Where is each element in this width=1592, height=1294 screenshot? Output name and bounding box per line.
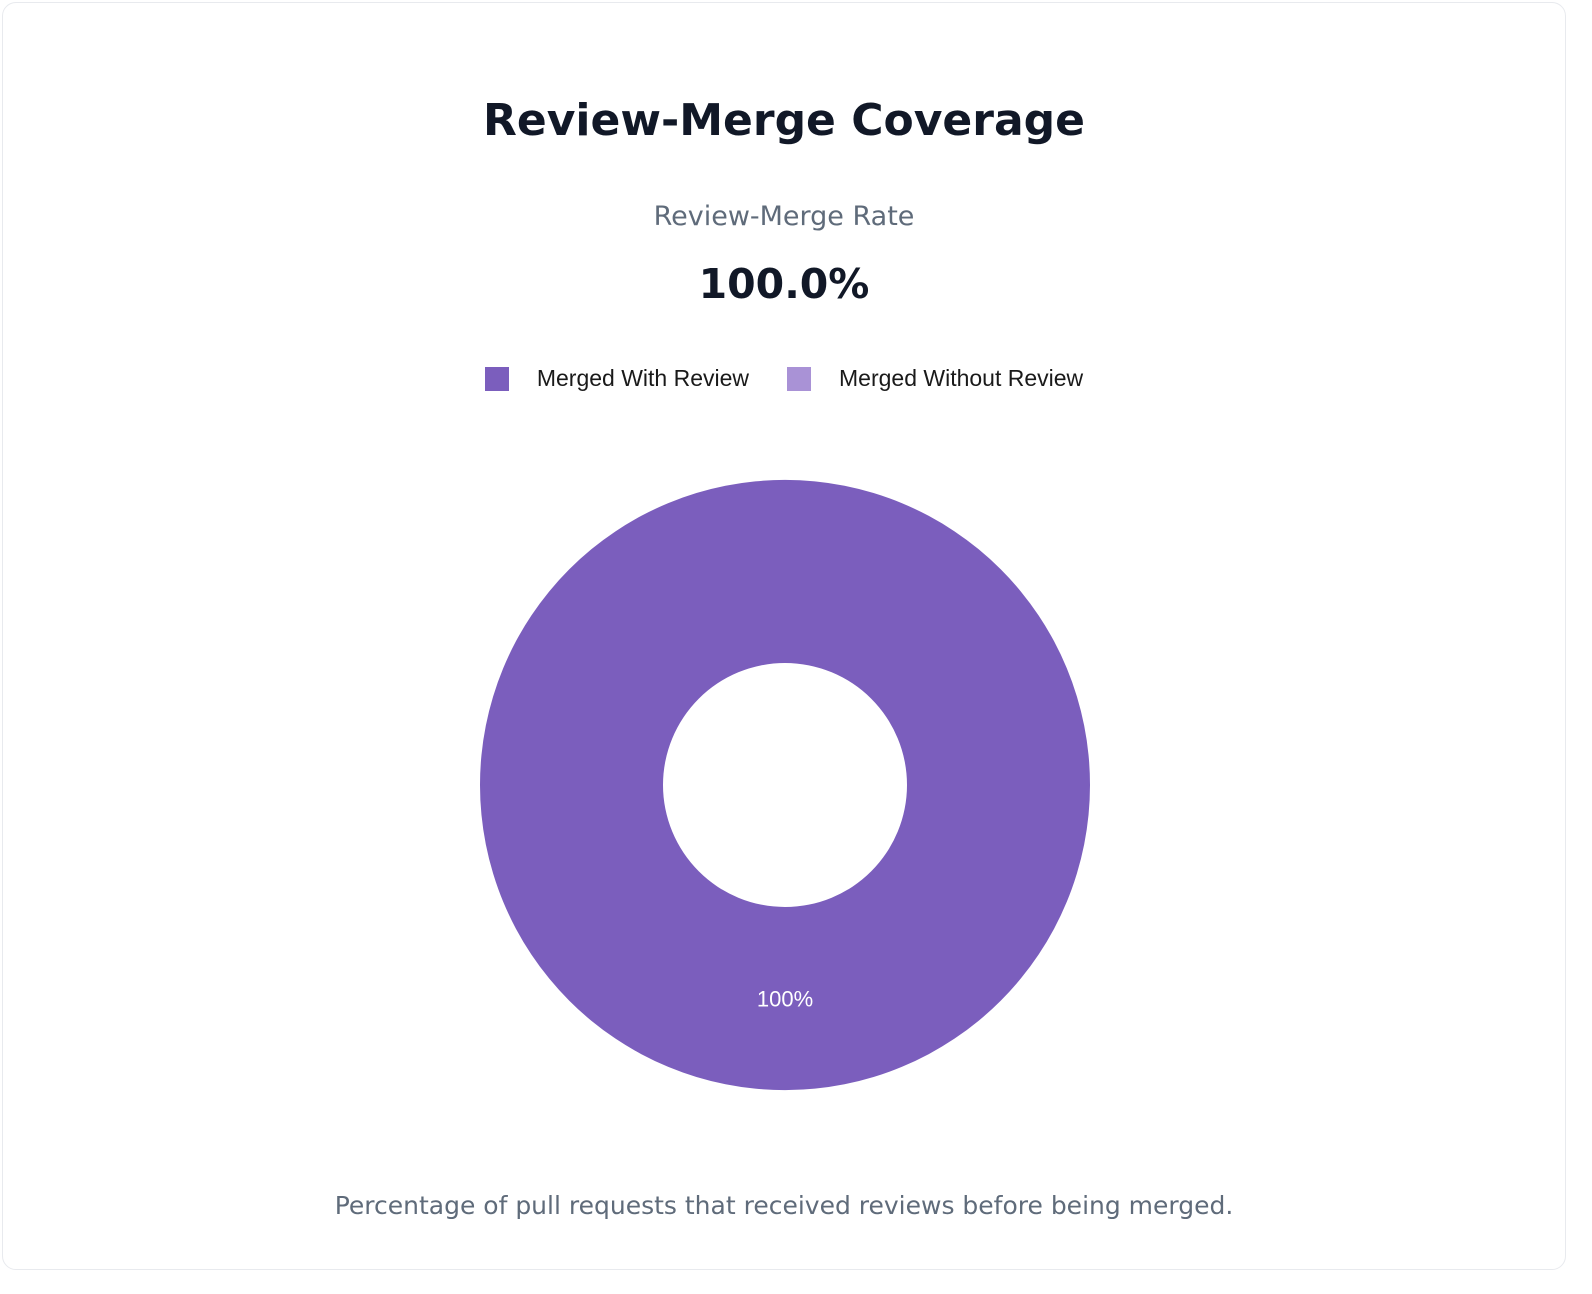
metric-label: Review-Merge Rate [653, 201, 915, 232]
legend-swatch-merged-without-review [787, 366, 812, 391]
legend-item-merged-without-review[interactable]: Merged Without Review [787, 365, 1083, 392]
legend-label-merged-without-review: Merged Without Review [839, 365, 1084, 391]
metric-value: 100.0% [698, 260, 870, 308]
chart-footnote: Percentage of pull requests that receive… [334, 1191, 1234, 1220]
legend-item-merged-with-review[interactable]: Merged With Review [484, 365, 750, 392]
chart-title: Review-Merge Coverage [483, 95, 1085, 146]
data-label-merged-with-review: 100% [757, 987, 813, 1012]
legend-swatch-merged-with-review [484, 366, 509, 391]
donut-slice-merged-with-review[interactable] [479, 479, 1090, 1091]
donut-chart: 100% [479, 479, 1090, 1091]
chart-legend: Merged With Review Merged Without Review [3, 365, 1565, 392]
legend-label-merged-with-review: Merged With Review [536, 365, 750, 391]
chart-card: Review-Merge Coverage Review-Merge Rate … [2, 2, 1566, 1270]
